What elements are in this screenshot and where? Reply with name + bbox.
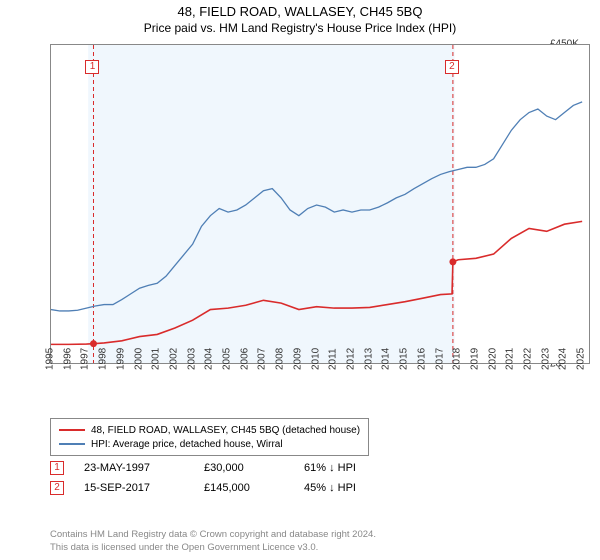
legend-label: 48, FIELD ROAD, WALLASEY, CH45 5BQ (deta… xyxy=(91,425,360,436)
x-tick: 2022 xyxy=(523,348,534,370)
x-tick: 2008 xyxy=(275,348,286,370)
x-tick: 1998 xyxy=(98,348,109,370)
x-tick: 1995 xyxy=(45,348,56,370)
x-tick: 2023 xyxy=(540,348,551,370)
sale-row: 1 23-MAY-1997 £30,000 61% ↓ HPI xyxy=(50,458,356,478)
x-tick: 2015 xyxy=(399,348,410,370)
sale-price: £30,000 xyxy=(204,462,284,474)
sale-marker: 2 xyxy=(50,481,64,495)
event-marker: 1 xyxy=(85,60,99,74)
legend-item: 48, FIELD ROAD, WALLASEY, CH45 5BQ (deta… xyxy=(59,423,360,437)
legend-swatch xyxy=(59,429,85,431)
x-tick: 2010 xyxy=(310,348,321,370)
sale-delta: 45% ↓ HPI xyxy=(304,482,356,494)
x-tick: 2001 xyxy=(151,348,162,370)
sale-price: £145,000 xyxy=(204,482,284,494)
x-tick: 2025 xyxy=(576,348,587,370)
footer-attribution: Contains HM Land Registry data © Crown c… xyxy=(50,529,376,554)
x-tick: 1997 xyxy=(80,348,91,370)
sale-date: 15-SEP-2017 xyxy=(84,482,184,494)
x-tick: 2024 xyxy=(558,348,569,370)
legend-label: HPI: Average price, detached house, Wirr… xyxy=(91,439,283,450)
legend: 48, FIELD ROAD, WALLASEY, CH45 5BQ (deta… xyxy=(50,418,369,456)
sale-row: 2 15-SEP-2017 £145,000 45% ↓ HPI xyxy=(50,478,356,498)
x-tick: 2019 xyxy=(469,348,480,370)
x-tick: 2006 xyxy=(239,348,250,370)
x-tick: 2005 xyxy=(222,348,233,370)
x-tick: 2017 xyxy=(434,348,445,370)
chart: £0£50K£100K£150K£200K£250K£300K£350K£400… xyxy=(0,40,600,410)
sale-date: 23-MAY-1997 xyxy=(84,462,184,474)
x-tick: 2016 xyxy=(416,348,427,370)
legend-item: HPI: Average price, detached house, Wirr… xyxy=(59,437,360,451)
x-tick: 2011 xyxy=(328,348,339,370)
x-tick: 2000 xyxy=(133,348,144,370)
sale-datapoints: 1 23-MAY-1997 £30,000 61% ↓ HPI 2 15-SEP-2017… xyxy=(50,458,356,498)
x-tick: 2012 xyxy=(345,348,356,370)
footer-line2: This data is licensed under the Open Gov… xyxy=(50,542,376,554)
sale-delta: 61% ↓ HPI xyxy=(304,462,356,474)
x-tick: 2014 xyxy=(381,348,392,370)
x-tick: 2007 xyxy=(257,348,268,370)
x-tick: 2020 xyxy=(487,348,498,370)
x-tick: 1996 xyxy=(62,348,73,370)
x-tick: 2018 xyxy=(452,348,463,370)
footer-line1: Contains HM Land Registry data © Crown c… xyxy=(50,529,376,541)
legend-swatch xyxy=(59,443,85,445)
event-marker: 2 xyxy=(445,60,459,74)
page-subtitle: Price paid vs. HM Land Registry's House … xyxy=(0,21,600,41)
x-tick: 2004 xyxy=(204,348,215,370)
plot-svg xyxy=(51,45,590,364)
sale-marker: 1 xyxy=(50,461,64,475)
x-tick: 2021 xyxy=(505,348,516,370)
x-tick: 2009 xyxy=(292,348,303,370)
plot-area xyxy=(50,44,590,364)
x-tick: 2013 xyxy=(363,348,374,370)
x-tick: 2003 xyxy=(186,348,197,370)
page-title: 48, FIELD ROAD, WALLASEY, CH45 5BQ xyxy=(0,0,600,21)
x-tick: 2002 xyxy=(168,348,179,370)
x-tick: 1999 xyxy=(115,348,126,370)
